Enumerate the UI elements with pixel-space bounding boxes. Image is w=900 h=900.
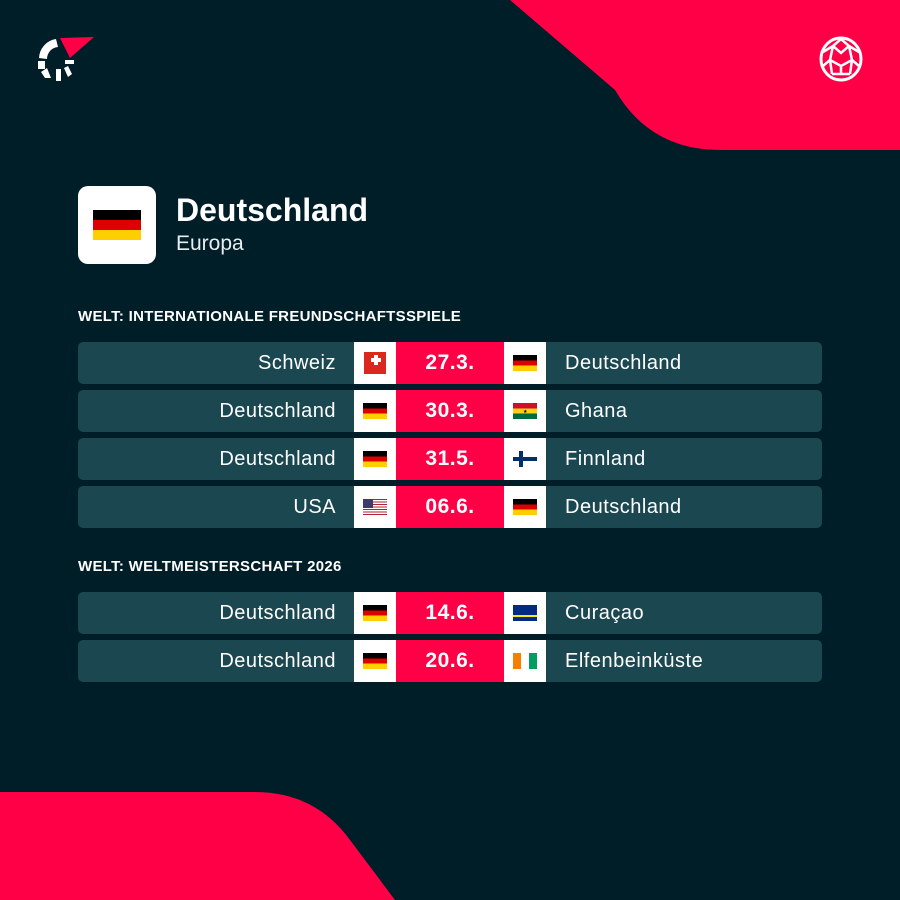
flag-de-icon xyxy=(513,355,537,371)
match-date: 14.6. xyxy=(396,592,504,634)
match-date: 30.3. xyxy=(396,390,504,432)
match-date: 06.6. xyxy=(396,486,504,528)
away-team: Ghana xyxy=(565,399,628,422)
flag-de-icon xyxy=(363,605,387,621)
football-icon xyxy=(819,36,863,82)
match-row[interactable]: Deutschland 30.3. ★ Ghana xyxy=(78,390,822,432)
flag-cw-icon xyxy=(513,605,537,621)
away-team: Curaçao xyxy=(565,601,645,624)
away-flag: ★ xyxy=(504,390,546,432)
away-flag xyxy=(504,640,546,682)
team-region: Europa xyxy=(176,232,244,255)
flag-de-icon xyxy=(513,499,537,515)
flag-gh-icon: ★ xyxy=(513,403,537,419)
home-flag xyxy=(354,640,396,682)
flag-fi-icon xyxy=(513,451,537,467)
home-flag xyxy=(354,342,396,384)
match-row[interactable]: Schweiz 27.3. Deutschland xyxy=(78,342,822,384)
match-row[interactable]: Deutschland 14.6. Curaçao xyxy=(78,592,822,634)
home-team: Deutschland xyxy=(219,447,336,470)
away-team: Finnland xyxy=(565,447,646,470)
match-date: 20.6. xyxy=(396,640,504,682)
team-flag-badge xyxy=(78,186,156,264)
home-flag xyxy=(354,486,396,528)
flag-us-icon xyxy=(363,499,387,515)
away-team: Deutschland xyxy=(565,495,682,518)
home-team: USA xyxy=(293,495,336,518)
home-flag xyxy=(354,390,396,432)
competition-title: WELT: INTERNATIONALE FREUNDSCHAFTSSPIELE xyxy=(78,308,462,325)
match-date: 31.5. xyxy=(396,438,504,480)
away-flag xyxy=(504,438,546,480)
away-team: Deutschland xyxy=(565,351,682,374)
home-flag xyxy=(354,438,396,480)
home-team: Deutschland xyxy=(219,399,336,422)
match-row[interactable]: Deutschland 20.6. Elfenbeinküste xyxy=(78,640,822,682)
home-team: Schweiz xyxy=(258,351,336,374)
flag-de-icon xyxy=(363,403,387,419)
match-row[interactable]: USA 06.6. Deutschland xyxy=(78,486,822,528)
away-flag xyxy=(504,486,546,528)
competition-title: WELT: WELTMEISTERSCHAFT 2026 xyxy=(78,558,342,575)
away-team: Elfenbeinküste xyxy=(565,649,704,672)
flag-de-icon xyxy=(363,653,387,669)
home-team: Deutschland xyxy=(219,601,336,624)
flag-ci-icon xyxy=(513,653,537,669)
away-flag xyxy=(504,592,546,634)
flag-ch-icon xyxy=(364,352,386,374)
team-name[interactable]: Deutschland xyxy=(176,192,369,228)
home-flag xyxy=(354,592,396,634)
match-date: 27.3. xyxy=(396,342,504,384)
flag-de-icon xyxy=(93,210,141,240)
flag-de-icon xyxy=(363,451,387,467)
flashscore-logo xyxy=(38,37,94,81)
home-team: Deutschland xyxy=(219,649,336,672)
match-row[interactable]: Deutschland 31.5. Finnland xyxy=(78,438,822,480)
away-flag xyxy=(504,342,546,384)
